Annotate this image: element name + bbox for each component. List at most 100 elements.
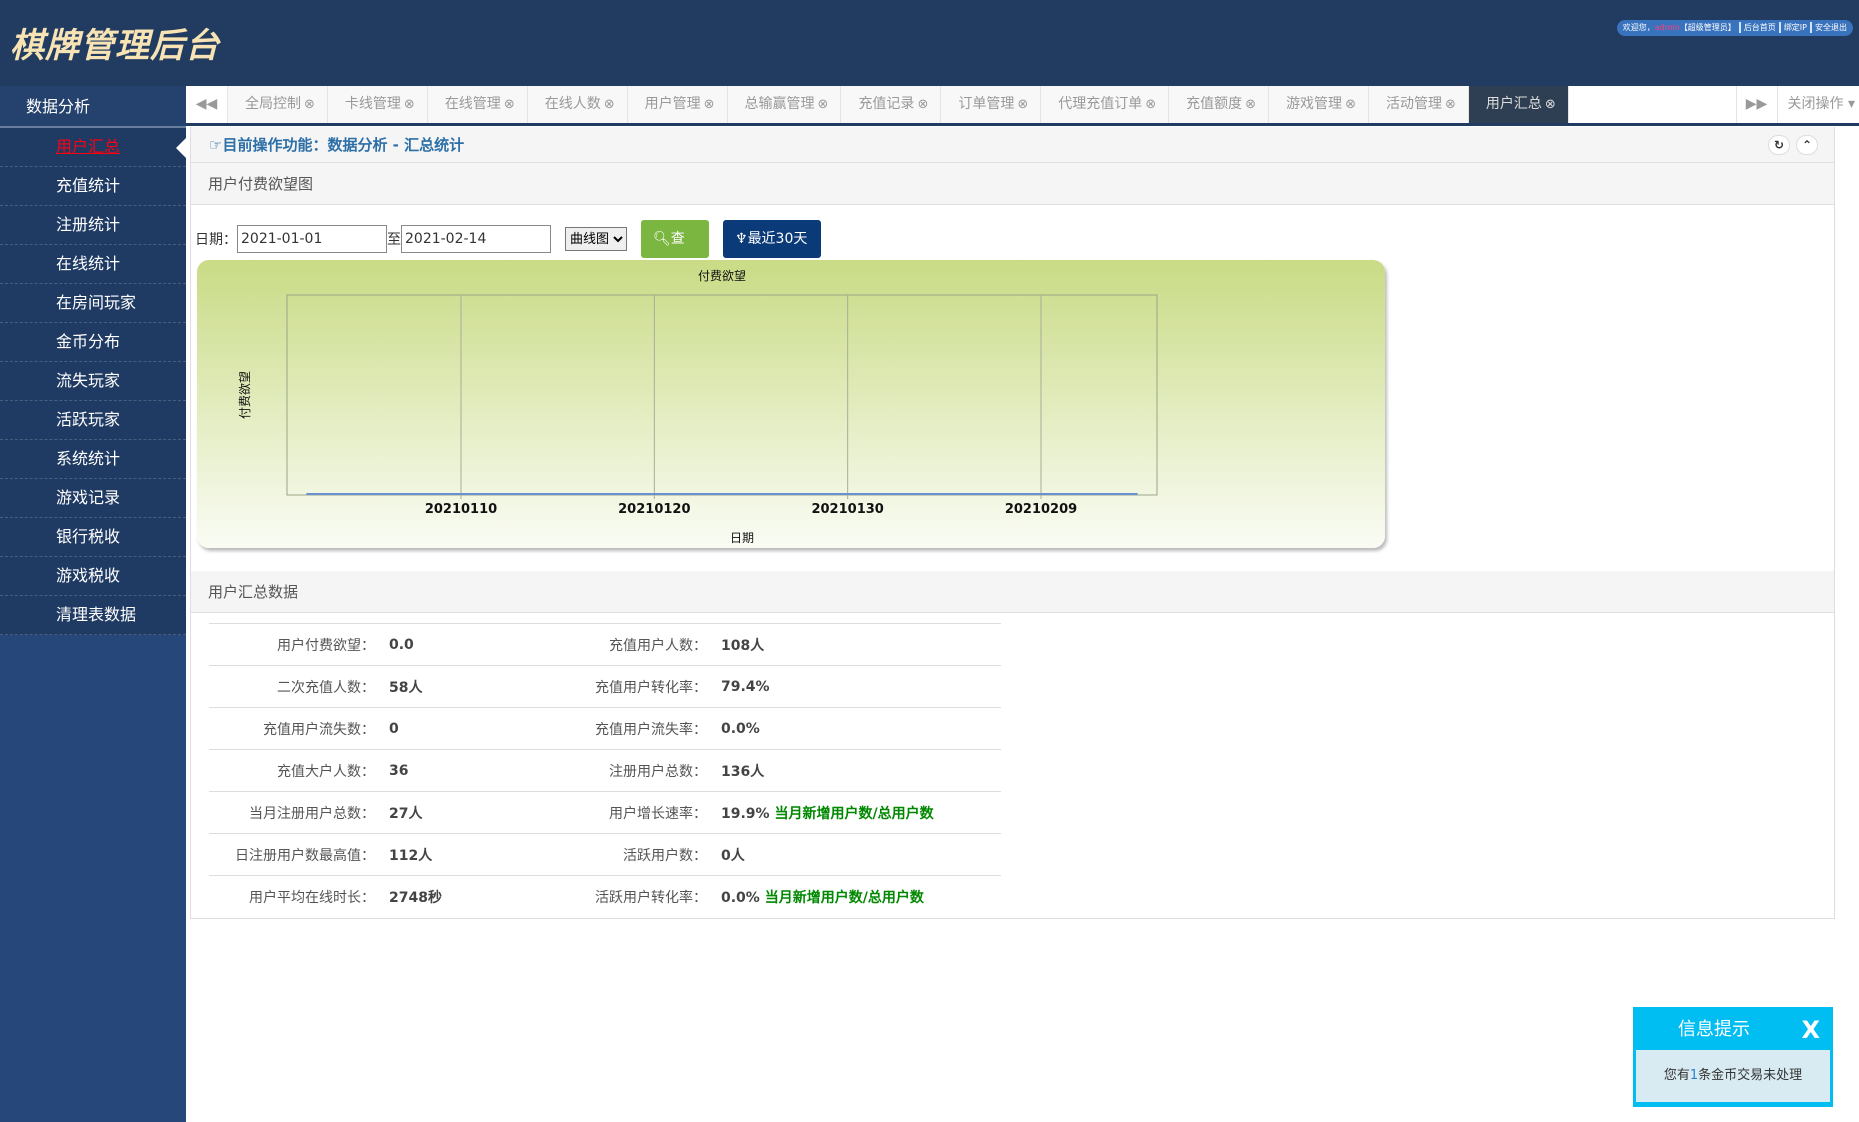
- stat-value-cell: 0.0: [389, 623, 561, 666]
- tab[interactable]: 全局控制 ⊗: [228, 86, 328, 123]
- stat-label: 二次充值人数：: [209, 665, 389, 708]
- stat-label: 当月注册用户总数：: [209, 791, 389, 834]
- logo: 棋牌管理后台: [10, 26, 220, 66]
- tab-close-icon[interactable]: ⊗: [917, 97, 929, 112]
- sidebar-item[interactable]: 充值统计: [0, 167, 186, 206]
- recent-30-days-button[interactable]: ♆最近30天: [723, 220, 821, 258]
- tab[interactable]: 游戏管理 ⊗: [1269, 86, 1369, 123]
- sidebar-item[interactable]: 在线统计: [0, 245, 186, 284]
- sidebar-item[interactable]: 用户汇总: [0, 128, 186, 167]
- table-row: 充值用户流失数： 0 充值用户流失率： 0.0%: [209, 707, 1001, 750]
- table-row: 日注册用户数最高值： 112人 活跃用户数： 0人: [209, 833, 1001, 876]
- stat-value-cell: 0: [389, 707, 561, 750]
- tab[interactable]: 卡线管理 ⊗: [327, 86, 428, 123]
- logout-link[interactable]: 安全退出: [1815, 23, 1847, 32]
- tab[interactable]: 订单管理 ⊗: [941, 86, 1042, 123]
- stat-value: 27人: [389, 805, 423, 822]
- tab-close-icon[interactable]: ⊗: [1245, 97, 1257, 112]
- tab-close-icon[interactable]: ⊗: [1017, 97, 1029, 112]
- refresh-icon[interactable]: ↻: [1768, 135, 1790, 155]
- tab-label: 总输赢管理: [744, 96, 815, 112]
- stat-value-cell: 27人: [389, 791, 561, 834]
- tab[interactable]: 活动管理 ⊗: [1368, 86, 1469, 123]
- popup-message[interactable]: 您有1条金币交易未处理: [1636, 1050, 1830, 1102]
- stat-value: 36: [389, 762, 409, 779]
- username: admin: [1654, 23, 1680, 32]
- x-tick-label: 20210110: [425, 502, 497, 517]
- tab-label: 全局控制: [245, 96, 301, 112]
- stat-value-cell: 0人: [721, 833, 1001, 876]
- tab[interactable]: 总输赢管理 ⊗: [727, 86, 842, 123]
- sidebar-item[interactable]: 清理表数据: [0, 596, 186, 635]
- search-icon: 🔍︎: [653, 231, 671, 247]
- stat-label: 活跃用户数：: [561, 833, 721, 876]
- y-axis-label: 付费欲望: [238, 371, 252, 419]
- tab[interactable]: 在线人数 ⊗: [527, 86, 628, 123]
- stat-value: 79.4%: [721, 678, 770, 695]
- end-date-input[interactable]: [401, 225, 551, 253]
- start-date-input[interactable]: [237, 225, 387, 253]
- tab-close-icon[interactable]: ⊗: [1544, 97, 1556, 112]
- stat-label: 活跃用户转化率：: [561, 875, 721, 918]
- tab-close-icon[interactable]: ⊗: [403, 97, 415, 112]
- tab-label: 卡线管理: [344, 96, 401, 112]
- sidebar-item[interactable]: 活跃玩家: [0, 401, 186, 440]
- sidebar-section-title[interactable]: 数据分析: [0, 86, 186, 128]
- stat-label: 充值用户流失数：: [209, 707, 389, 750]
- sidebar-item[interactable]: 游戏税收: [0, 557, 186, 596]
- stat-value: 0人: [721, 847, 745, 864]
- stat-value: 112人: [389, 847, 433, 864]
- tabs-scroll-left-icon[interactable]: ◀◀: [186, 86, 228, 123]
- sidebar: 数据分析 用户汇总 充值统计 注册统计 在线统计 在房间玩家 金币分布 流失玩家 活跃玩家 系统…: [0, 86, 186, 1122]
- notification-popup: 信息提示 X 您有1条金币交易未处理: [1633, 1007, 1833, 1107]
- home-link[interactable]: 后台首页: [1743, 23, 1776, 32]
- stat-value-cell: 79.4%: [721, 665, 1001, 708]
- tab-close-icon[interactable]: ⊗: [817, 97, 829, 112]
- sidebar-item[interactable]: 金币分布: [0, 323, 186, 362]
- sidebar-item[interactable]: 系统统计: [0, 440, 186, 479]
- tab[interactable]: 充值额度 ⊗: [1169, 86, 1270, 123]
- tab[interactable]: 用户汇总 ⊗: [1468, 86, 1569, 123]
- tab-close-icon[interactable]: ⊗: [503, 97, 515, 112]
- close-icon[interactable]: X: [1801, 1016, 1820, 1044]
- sidebar-item[interactable]: 注册统计: [0, 206, 186, 245]
- popup-title: 信息提示: [1678, 1019, 1750, 1040]
- collapse-icon[interactable]: ⌃: [1796, 135, 1818, 155]
- tab-bar: ◀◀ 全局控制 ⊗ 卡线管理 ⊗ 在线管理 ⊗ 在线人数 ⊗ 用户管理 ⊗ 总输赢管理 ⊗ 充值记录 ⊗ 订…: [186, 86, 1859, 126]
- tab-close-icon[interactable]: ⊗: [304, 97, 315, 112]
- tab[interactable]: 代理充值订单 ⊗: [1041, 86, 1170, 123]
- sidebar-item[interactable]: 在房间玩家: [0, 284, 186, 323]
- sidebar-item[interactable]: 游戏记录: [0, 479, 186, 518]
- msg-post: 条金币交易未处理: [1698, 1068, 1803, 1083]
- stat-value: 2748秒: [389, 889, 442, 906]
- tab-close-icon[interactable]: ⊗: [1444, 97, 1456, 112]
- x-tick-label: 20210120: [618, 502, 690, 517]
- plot-area: [286, 294, 1158, 496]
- stat-value-cell: 136人: [721, 749, 1001, 792]
- stat-label: 充值用户人数：: [561, 623, 721, 666]
- tab[interactable]: 充值记录 ⊗: [841, 86, 942, 123]
- sidebar-item[interactable]: 银行税收: [0, 518, 186, 557]
- tab-close-icon[interactable]: ⊗: [1145, 97, 1157, 112]
- bind-ip-link[interactable]: 绑定IP: [1783, 23, 1807, 32]
- chart-type-select[interactable]: 曲线图: [565, 227, 627, 251]
- tab[interactable]: 在线管理 ⊗: [427, 86, 528, 123]
- tabs-scroll-right-icon[interactable]: ▶▶: [1735, 86, 1778, 123]
- stat-value-cell: 0.0%: [721, 707, 1001, 750]
- top-header: 棋牌管理后台 欢迎您，admin【超级管理员】 后台首页 绑定IP 安全退出: [0, 0, 1859, 86]
- tab-close-icon[interactable]: ⊗: [603, 97, 615, 112]
- breadcrumb-text: 目前操作功能：数据分析 - 汇总统计: [222, 136, 465, 154]
- sidebar-item[interactable]: 流失玩家: [0, 362, 186, 401]
- stat-value-cell: 0.0% 当月新增用户数/总用户数: [721, 875, 1001, 918]
- stat-value-cell: 19.9% 当月新增用户数/总用户数: [721, 791, 1001, 834]
- tab-close-icon[interactable]: ⊗: [703, 97, 715, 112]
- tab-close-icon[interactable]: ⊗: [1345, 97, 1356, 112]
- chart-panel-title: 用户付费欲望图: [191, 163, 1834, 205]
- query-button[interactable]: 🔍︎查询: [641, 220, 709, 285]
- stat-value: 19.9%: [721, 805, 770, 822]
- close-operations-menu[interactable]: 关闭操作 ▾: [1777, 86, 1859, 123]
- stat-label: 充值大户人数：: [209, 749, 389, 792]
- tab[interactable]: 用户管理 ⊗: [627, 86, 728, 123]
- summary-title: 用户汇总数据: [191, 571, 1834, 613]
- table-row: 用户付费欲望： 0.0 充值用户人数： 108人: [209, 623, 1001, 666]
